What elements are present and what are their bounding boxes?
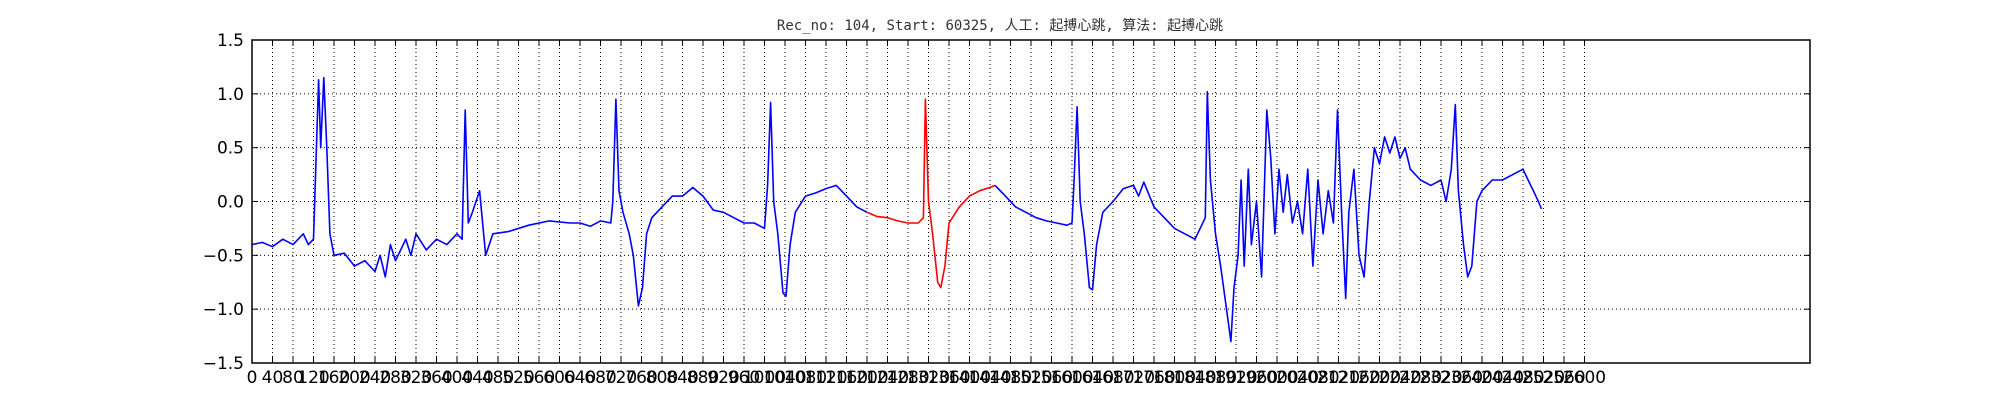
x-tick-label: 200	[338, 368, 370, 388]
x-tick-label: 1720	[1112, 368, 1155, 388]
y-tick-label: −1.5	[203, 354, 244, 374]
x-tick-label: 2240	[1378, 368, 1421, 388]
x-tick-label: 1320	[907, 368, 950, 388]
x-tick-label: 2600	[1563, 368, 1606, 388]
x-tick-label: 2120	[1317, 368, 1360, 388]
x-axis-ticks: 0 408012016020024028032036040044048052056…	[247, 40, 1606, 388]
series-line	[251, 76, 868, 307]
x-tick-label: 280	[379, 368, 411, 388]
x-tick-label: 1880	[1194, 368, 1237, 388]
x-tick-label: 440	[461, 368, 493, 388]
x-tick-label: 1280	[886, 368, 929, 388]
x-tick-label: 1680	[1091, 368, 1134, 388]
x-tick-label: 520	[502, 368, 534, 388]
x-tick-label: 1640	[1071, 368, 1114, 388]
series-line	[866, 98, 996, 289]
x-tick-label: 1960	[1235, 368, 1278, 388]
x-tick-label: 1040	[763, 368, 806, 388]
x-tick-label: 1760	[1132, 368, 1175, 388]
x-tick-label: 80	[282, 368, 304, 388]
y-tick-label: 0.0	[217, 193, 244, 213]
x-tick-label: 600	[543, 368, 575, 388]
x-tick-label: 2400	[1460, 368, 1503, 388]
x-tick-label: 880	[687, 368, 719, 388]
x-tick-label: 2360	[1440, 368, 1483, 388]
x-tick-label: 1360	[927, 368, 970, 388]
y-tick-label: −0.5	[203, 246, 244, 266]
x-tick-label: 2040	[1276, 368, 1319, 388]
x-tick-label: 2000	[1255, 368, 1298, 388]
chart-title: Rec_no: 104, Start: 60325, 人工: 起搏心跳, 算法:…	[777, 17, 1223, 34]
y-tick-label: 0.5	[217, 139, 244, 159]
x-tick-label: 1560	[1030, 368, 1073, 388]
y-axis-ticks: −1.5 −1.0 −0.5 0.0 0.5 1.0 1.5	[203, 31, 1810, 374]
x-tick-label: 920	[707, 368, 739, 388]
x-tick-label: 1000	[743, 368, 786, 388]
x-tick-label: 480	[482, 368, 514, 388]
x-tick-label: 1120	[804, 368, 847, 388]
x-tick-label: 2560	[1542, 368, 1585, 388]
x-tick-label: 960	[728, 368, 760, 388]
series-line	[994, 90, 1543, 343]
x-tick-label: 360	[420, 368, 452, 388]
x-tick-label: 1920	[1214, 368, 1257, 388]
x-tick-label: 0	[247, 368, 258, 388]
x-tick-label: 400	[441, 368, 473, 388]
data-series	[251, 76, 1543, 343]
x-tick-label: 560	[523, 368, 555, 388]
x-tick-label: 1080	[784, 368, 827, 388]
x-tick-label: 2160	[1337, 368, 1380, 388]
x-tick-label: 2520	[1522, 368, 1565, 388]
y-tick-label: 1.5	[217, 31, 244, 51]
x-tick-label: 840	[666, 368, 698, 388]
x-tick-label: 320	[400, 368, 432, 388]
x-tick-label: 760	[625, 368, 657, 388]
x-tick-label: 2440	[1481, 368, 1524, 388]
x-tick-label: 720	[605, 368, 637, 388]
x-tick-label: 40	[262, 368, 284, 388]
x-tick-label: 160	[318, 368, 350, 388]
x-tick-label: 1600	[1050, 368, 1093, 388]
x-tick-label: 1160	[825, 368, 868, 388]
x-tick-label: 2080	[1296, 368, 1339, 388]
y-tick-label: 1.0	[217, 85, 244, 105]
x-tick-label: 640	[564, 368, 596, 388]
x-tick-label: 2480	[1501, 368, 1544, 388]
x-tick-label: 240	[359, 368, 391, 388]
x-tick-label: 1840	[1173, 368, 1216, 388]
grid-lines	[252, 40, 1810, 363]
x-tick-label: 1240	[866, 368, 909, 388]
x-tick-label: 800	[646, 368, 678, 388]
x-tick-label: 1200	[845, 368, 888, 388]
x-tick-label: 680	[584, 368, 616, 388]
y-tick-label: −1.0	[203, 300, 244, 320]
x-tick-label: 2280	[1399, 368, 1442, 388]
x-tick-label: 1400	[948, 368, 991, 388]
x-tick-label: 1520	[1009, 368, 1052, 388]
x-tick-label: 1480	[989, 368, 1032, 388]
x-tick-label: 120	[297, 368, 329, 388]
x-tick-label: 2320	[1419, 368, 1462, 388]
x-tick-label: 2200	[1358, 368, 1401, 388]
x-tick-label: 1800	[1153, 368, 1196, 388]
x-tick-label: 1440	[968, 368, 1011, 388]
